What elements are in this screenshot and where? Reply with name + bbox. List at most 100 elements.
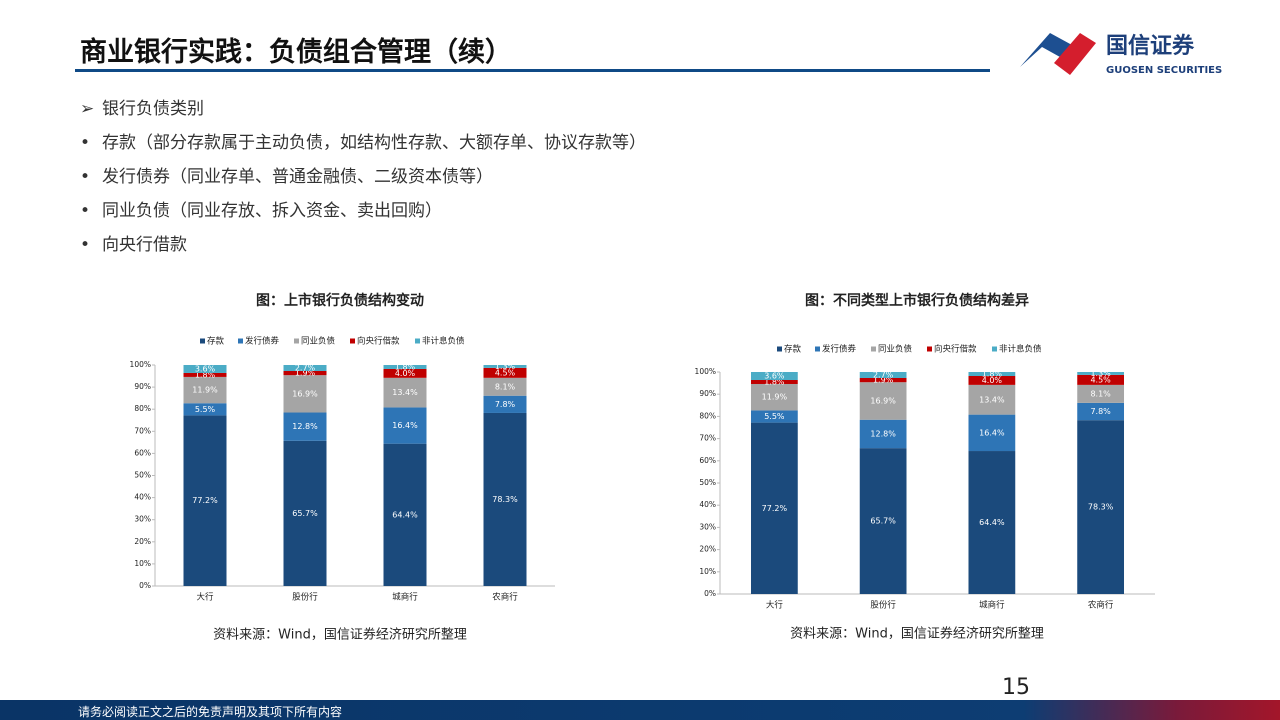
value-label: 64.4% bbox=[979, 518, 1005, 527]
legend-swatch bbox=[350, 338, 355, 344]
bar-segment bbox=[183, 365, 227, 373]
legend-label: 向央行借款 bbox=[357, 336, 400, 347]
value-label: 7.8% bbox=[1090, 407, 1111, 416]
value-label: 11.9% bbox=[192, 386, 218, 395]
y-tick-label: 20% bbox=[699, 545, 716, 554]
bar-segment bbox=[859, 448, 907, 594]
y-tick-label: 40% bbox=[134, 493, 151, 502]
bar-segment bbox=[859, 372, 907, 378]
x-tick-label: 股份行 bbox=[870, 600, 896, 611]
y-tick-label: 60% bbox=[134, 448, 151, 457]
bar-segment bbox=[859, 377, 907, 383]
y-tick-label: 10% bbox=[134, 559, 151, 568]
x-tick-label: 股份行 bbox=[292, 592, 318, 603]
legend-label: 发行债券 bbox=[245, 336, 280, 347]
chart-title: 图：不同类型上市银行负债结构差异 bbox=[805, 292, 1029, 309]
logo-mark-red bbox=[1054, 33, 1096, 75]
bar-segment bbox=[750, 410, 798, 423]
x-tick-label: 农商行 bbox=[1088, 600, 1114, 611]
value-label: 16.4% bbox=[979, 428, 1005, 437]
legend-swatch bbox=[992, 346, 997, 352]
bar-segment bbox=[283, 375, 327, 413]
bar-segment bbox=[483, 395, 527, 413]
bar-segment bbox=[483, 412, 527, 586]
chart-source: 资料来源：Wind，国信证券经济研究所整理 bbox=[213, 627, 467, 643]
bar-segment bbox=[383, 368, 427, 378]
value-label: 1.8% bbox=[982, 369, 1003, 378]
bar-segment bbox=[968, 451, 1016, 594]
bullet: • 发行债券（同业存单、普通金融债、二级资本债等） bbox=[80, 167, 493, 187]
bar-segment bbox=[183, 376, 227, 404]
value-label: 16.4% bbox=[392, 421, 418, 430]
y-tick-label: 100% bbox=[695, 367, 716, 376]
page-number: 15 bbox=[1002, 675, 1030, 700]
bar-segment bbox=[383, 443, 427, 586]
y-tick-label: 30% bbox=[699, 522, 716, 531]
y-tick-label: 60% bbox=[699, 456, 716, 465]
bullet-text: 发行债券（同业存单、普通金融债、二级资本债等） bbox=[102, 167, 493, 187]
value-label: 12.8% bbox=[292, 422, 318, 431]
legend-swatch bbox=[294, 338, 299, 344]
x-tick-label: 城商行 bbox=[392, 592, 418, 603]
bar-segment bbox=[1077, 420, 1125, 594]
legend-label: 发行债券 bbox=[822, 344, 857, 355]
bullet-text: 向央行借款 bbox=[102, 235, 187, 255]
bullet-text: 存款（部分存款属于主动负债，如结构性存款、大额存单、协议存款等） bbox=[102, 133, 646, 153]
bullet-text: 同业负债（同业存放、拆入资金、卖出回购） bbox=[102, 201, 442, 221]
bar-segment bbox=[483, 377, 527, 396]
logo: 国信证券 GUOSEN SECURITIES bbox=[1020, 33, 1222, 76]
legend-swatch bbox=[238, 338, 243, 344]
bar-segment bbox=[383, 365, 427, 369]
bar-segment bbox=[750, 379, 798, 384]
x-tick-label: 城商行 bbox=[979, 600, 1005, 611]
title-rule bbox=[75, 69, 990, 72]
slide-title: 商业银行实践：负债组合管理（续） bbox=[80, 37, 512, 68]
value-label: 3.6% bbox=[195, 364, 216, 373]
value-label: 4.5% bbox=[1090, 375, 1111, 384]
bar-segment bbox=[968, 372, 1016, 376]
value-label: 77.2% bbox=[762, 504, 788, 513]
value-label: 2.7% bbox=[295, 363, 316, 372]
y-tick-label: 80% bbox=[699, 411, 716, 420]
legend-label: 向央行借款 bbox=[934, 344, 977, 355]
bar-segment bbox=[383, 377, 427, 408]
value-label: 1.3% bbox=[495, 362, 516, 371]
y-tick-label: 30% bbox=[134, 515, 151, 524]
value-label: 3.6% bbox=[764, 371, 785, 380]
y-tick-label: 50% bbox=[134, 471, 151, 480]
bar-segment bbox=[859, 382, 907, 420]
bar-segment bbox=[1077, 384, 1125, 403]
value-label: 77.2% bbox=[192, 496, 218, 505]
y-tick-label: 90% bbox=[699, 389, 716, 398]
bullet: • 存款（部分存款属于主动负债，如结构性存款、大额存单、协议存款等） bbox=[80, 133, 646, 153]
y-tick-label: 70% bbox=[134, 426, 151, 435]
y-tick-label: 0% bbox=[704, 589, 716, 598]
x-tick-label: 农商行 bbox=[492, 592, 518, 603]
chart-title: 图：上市银行负债结构变动 bbox=[256, 292, 424, 309]
value-label: 12.8% bbox=[870, 429, 896, 438]
value-label: 8.1% bbox=[1090, 389, 1111, 398]
value-label: 5.5% bbox=[764, 412, 785, 421]
value-label: 78.3% bbox=[1088, 503, 1114, 512]
bar-segment bbox=[859, 419, 907, 449]
bullet: • 向央行借款 bbox=[80, 235, 187, 255]
value-label: 11.9% bbox=[762, 393, 788, 402]
value-label: 65.7% bbox=[292, 509, 318, 518]
bar-segment bbox=[183, 372, 227, 377]
chart-source: 资料来源：Wind，国信证券经济研究所整理 bbox=[790, 626, 1044, 642]
bar-segment bbox=[750, 383, 798, 411]
value-label: 7.8% bbox=[495, 400, 516, 409]
y-tick-label: 70% bbox=[699, 434, 716, 443]
legend-label: 存款 bbox=[207, 336, 225, 347]
legend-label: 非计息负债 bbox=[422, 336, 465, 347]
legend-label: 非计息负债 bbox=[999, 344, 1042, 355]
logo-english: GUOSEN SECURITIES bbox=[1106, 65, 1222, 76]
bullet: • 同业负债（同业存放、拆入资金、卖出回购） bbox=[80, 201, 442, 221]
value-label: 78.3% bbox=[492, 495, 518, 504]
y-tick-label: 50% bbox=[699, 478, 716, 487]
value-label: 1.9% bbox=[873, 376, 894, 385]
bar-segment bbox=[1077, 402, 1125, 421]
bar-segment bbox=[483, 365, 527, 368]
logo-name: 国信证券 bbox=[1106, 33, 1195, 59]
